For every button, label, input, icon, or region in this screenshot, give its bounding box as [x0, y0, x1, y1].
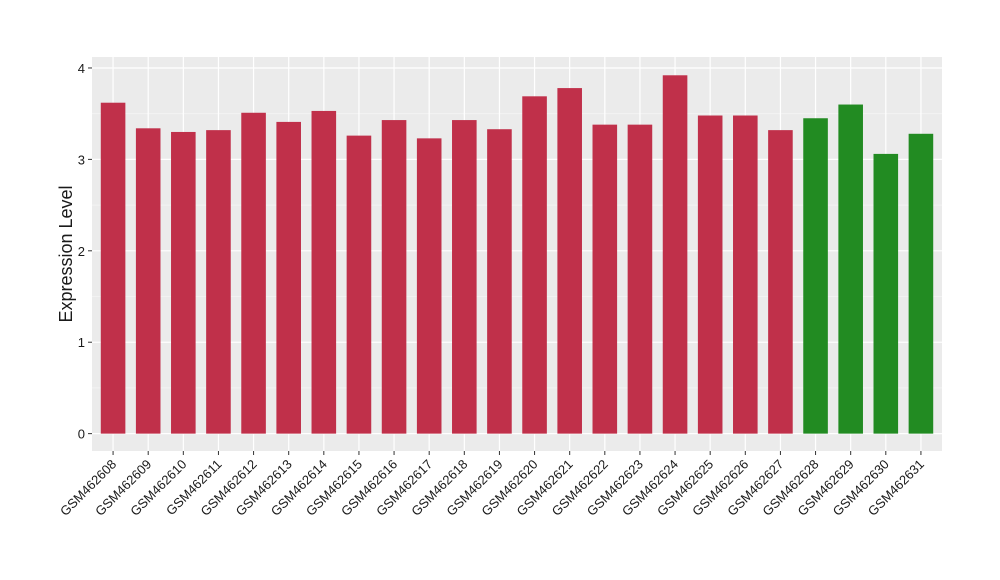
bar — [557, 88, 582, 434]
bar — [592, 124, 618, 434]
y-tick-label: 0 — [78, 427, 85, 442]
bar — [487, 129, 512, 434]
bar — [697, 115, 723, 434]
bar — [346, 135, 372, 434]
bar — [452, 120, 477, 434]
y-axis-label: Expression Level — [56, 185, 76, 322]
bar — [908, 133, 934, 434]
y-tick-label: 1 — [78, 335, 85, 350]
bar — [522, 96, 547, 434]
bar — [768, 130, 793, 434]
bar — [838, 104, 863, 434]
bar — [627, 124, 653, 434]
bar — [206, 130, 231, 434]
bar — [100, 102, 126, 434]
bar — [733, 115, 758, 434]
y-tick-label: 4 — [78, 61, 85, 76]
bar — [662, 75, 688, 434]
bar — [416, 138, 442, 434]
bar — [311, 110, 337, 434]
bar — [135, 128, 161, 434]
plot-background — [92, 57, 942, 451]
bar — [171, 131, 196, 434]
bar — [873, 153, 899, 434]
bar — [241, 112, 266, 434]
y-tick-label: 2 — [78, 244, 85, 259]
y-tick-label: 3 — [78, 152, 85, 167]
bar — [803, 118, 828, 434]
bar — [381, 120, 407, 434]
bar — [276, 121, 301, 434]
